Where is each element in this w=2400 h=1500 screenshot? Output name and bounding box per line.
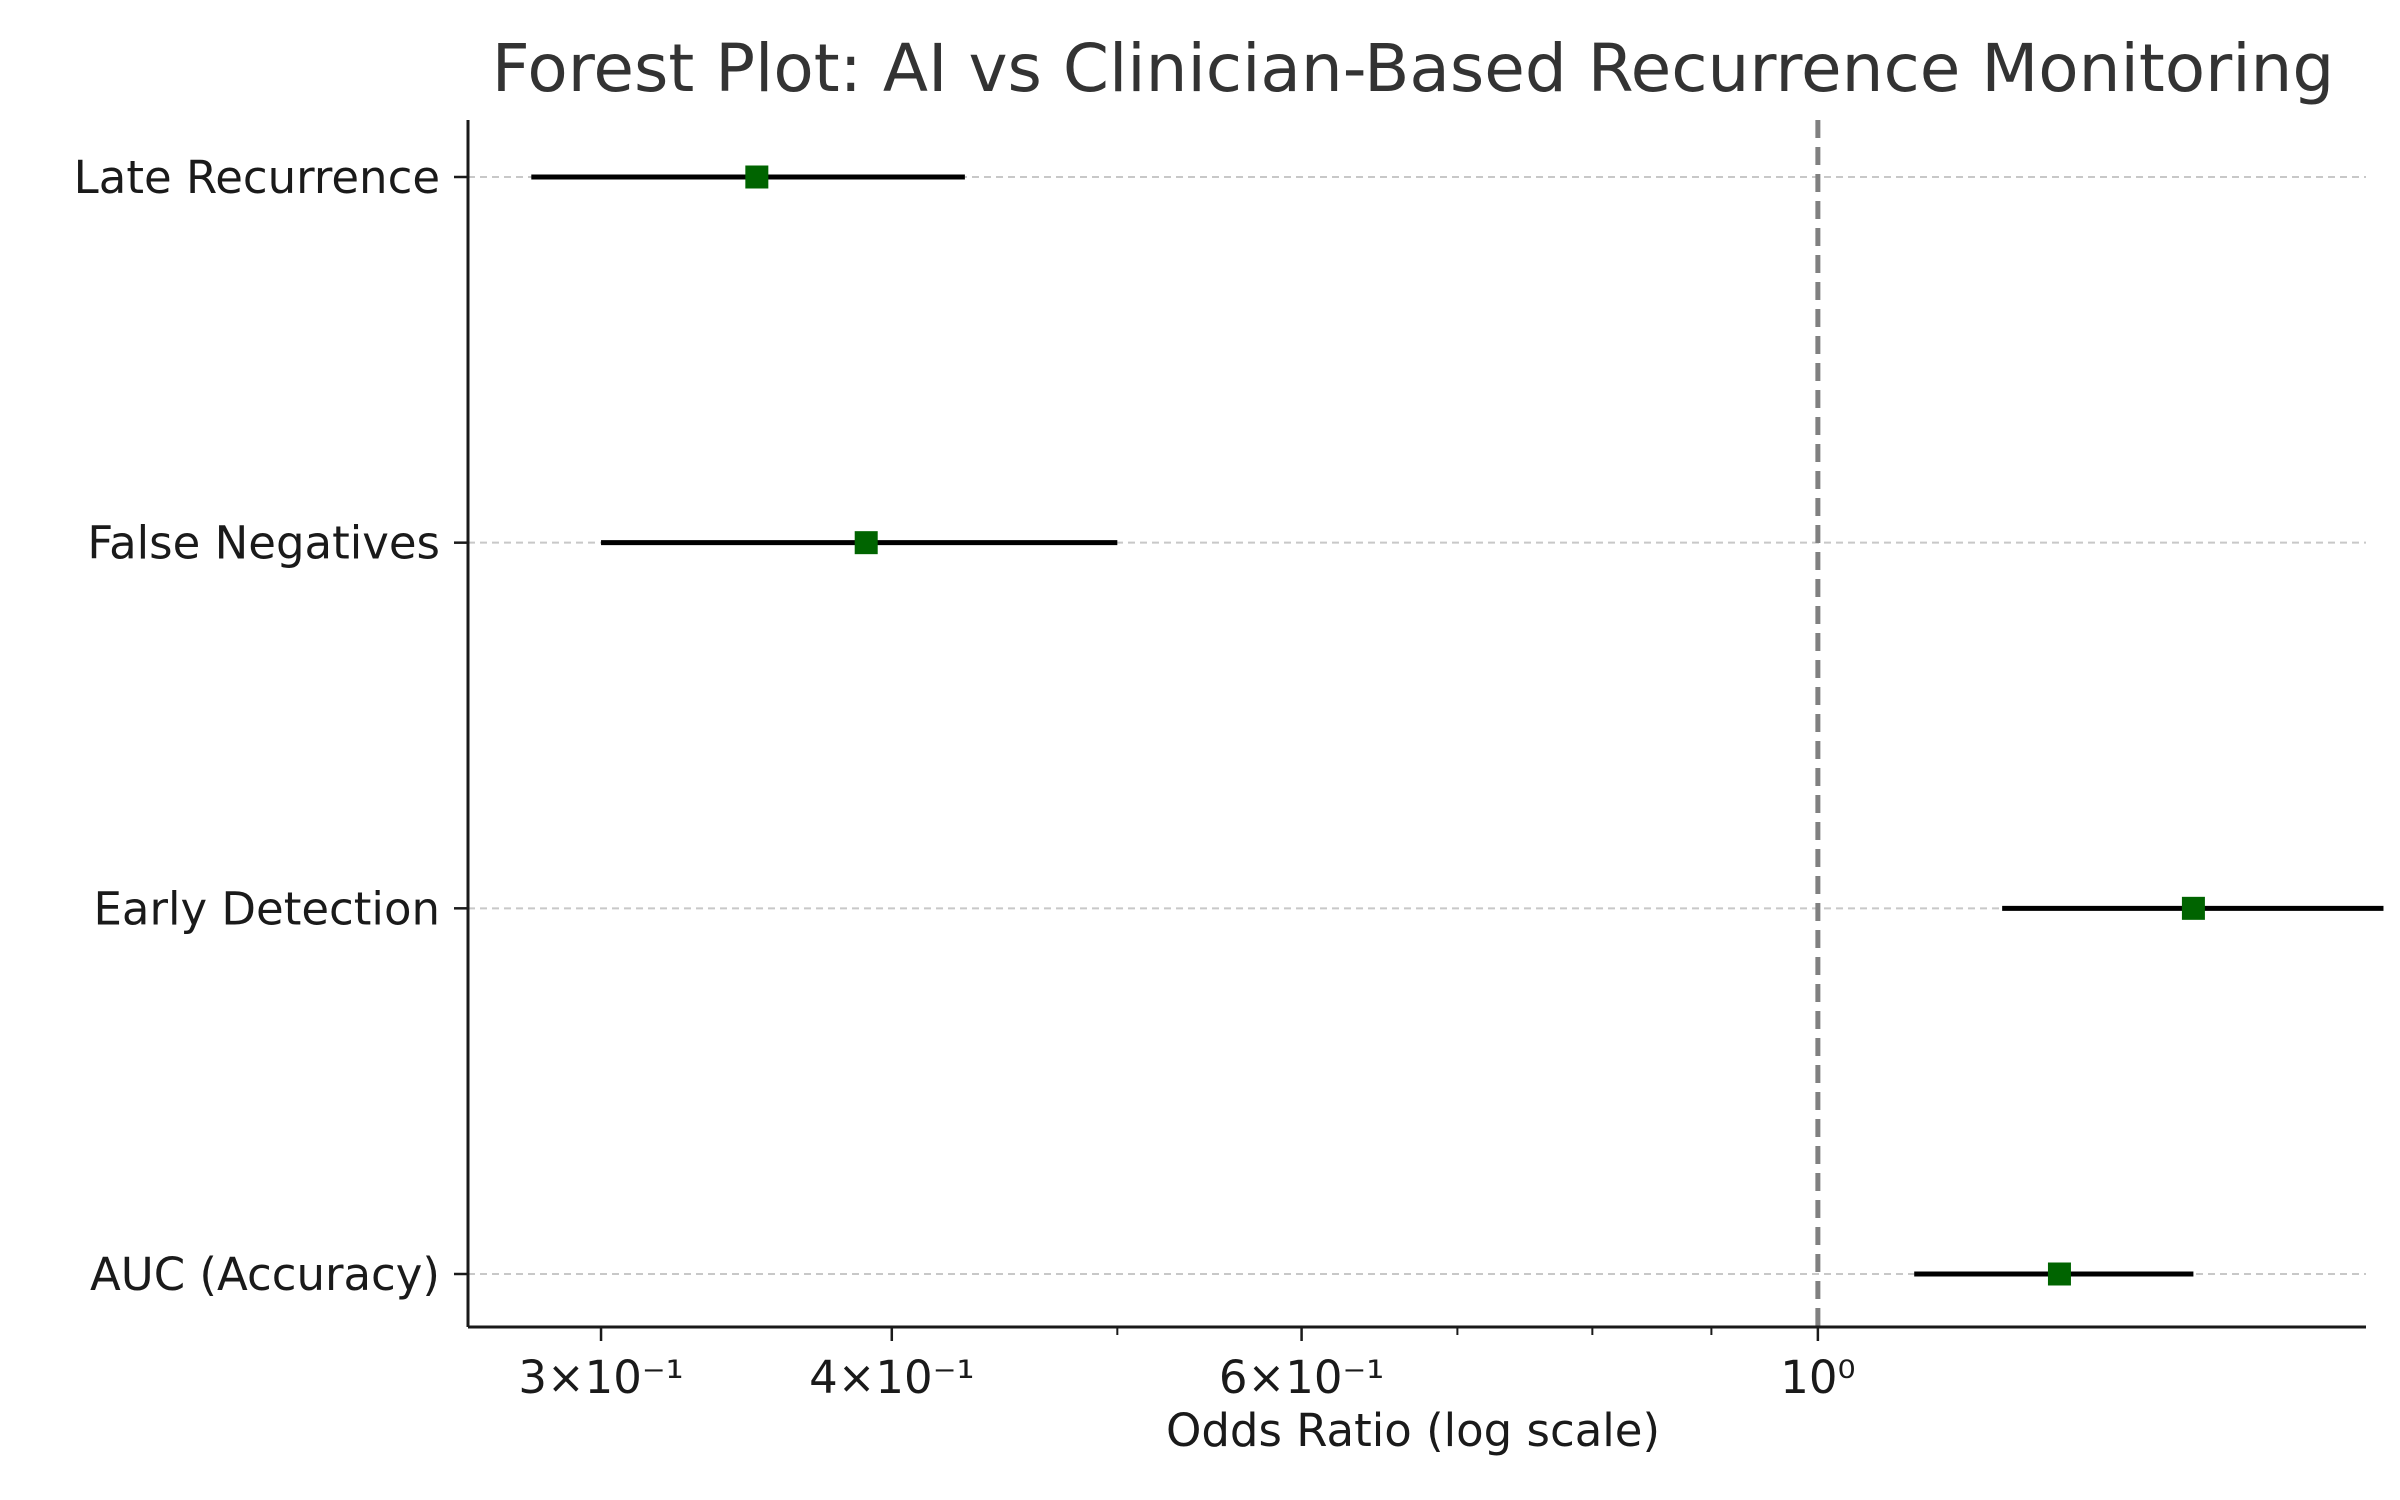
point-marker — [2181, 896, 2205, 920]
chart-title: Forest Plot: AI vs Clinician-Based Recur… — [492, 30, 2335, 107]
y-tick-label: False Negatives — [87, 517, 440, 570]
x-tick-label: 4×10⁻¹ — [809, 1351, 974, 1404]
x-axis-label: Odds Ratio (log scale) — [1166, 1404, 1660, 1457]
y-axis-ticks: Late Recurrence False Negatives Early Dete… — [74, 151, 468, 1301]
point-marker — [745, 165, 769, 189]
point-marker — [2047, 1262, 2071, 1286]
axes — [466, 120, 2366, 1329]
point-marker — [854, 531, 878, 555]
y-tick-label: Late Recurrence — [74, 151, 440, 204]
x-tick-label: 6×10⁻¹ — [1219, 1351, 1384, 1404]
x-tick-label: 3×10⁻¹ — [518, 1351, 683, 1404]
x-tick-label: 10⁰ — [1780, 1351, 1855, 1404]
y-tick-label: AUC (Accuracy) — [90, 1248, 440, 1301]
x-axis-ticks: 3×10⁻¹ 4×10⁻¹ 6×10⁻¹ 10⁰ — [518, 1327, 1856, 1404]
point-estimates — [745, 165, 2205, 1286]
confidence-intervals — [531, 174, 2384, 1277]
y-tick-label: Early Detection — [93, 882, 440, 935]
grid-lines — [468, 176, 2366, 1275]
